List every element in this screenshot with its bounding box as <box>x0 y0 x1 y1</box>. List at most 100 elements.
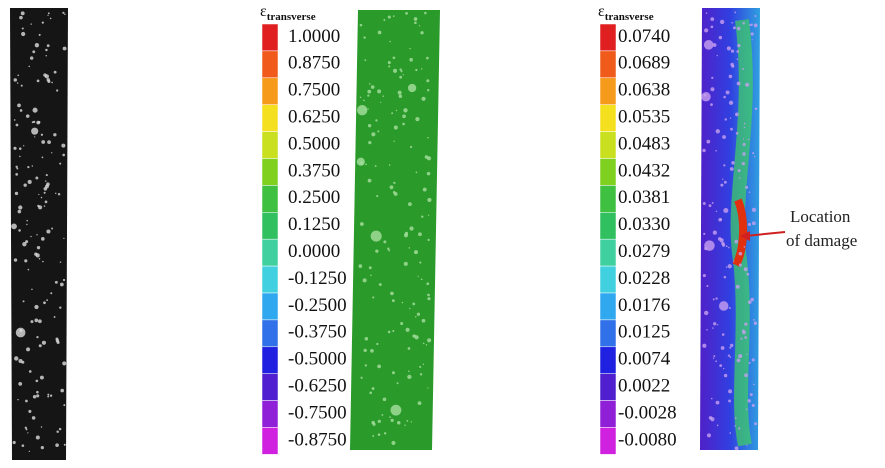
speckle <box>41 156 44 159</box>
speckle <box>31 121 34 124</box>
speckle <box>711 202 714 204</box>
speckle <box>730 343 734 347</box>
speckle <box>706 285 709 288</box>
speckle <box>18 381 23 386</box>
speckle <box>31 288 33 291</box>
speckle <box>752 319 755 321</box>
speckle <box>712 298 715 301</box>
speckle <box>381 414 384 416</box>
legend-swatch <box>599 292 617 321</box>
speckle <box>388 65 391 68</box>
speckle <box>723 275 727 279</box>
speckle <box>364 364 368 367</box>
speckle <box>34 304 39 310</box>
legend-swatch <box>599 346 617 374</box>
speckle <box>368 266 372 270</box>
speckle <box>421 215 424 218</box>
speckle <box>45 55 47 57</box>
speckle <box>14 356 19 361</box>
legend-label: 0.0535 <box>618 107 670 128</box>
speckle <box>715 149 717 152</box>
speckle <box>719 238 724 243</box>
speckle <box>734 239 739 244</box>
speckle <box>377 130 380 133</box>
speckle <box>18 205 23 210</box>
speckle <box>753 155 756 158</box>
speckle <box>735 284 740 289</box>
legend-title: εtransverse <box>598 3 654 23</box>
speckle <box>746 272 750 276</box>
speckle <box>44 74 49 79</box>
speckle <box>427 297 431 301</box>
legend-label: 0.0074 <box>618 349 671 370</box>
legend-swatch <box>261 158 279 186</box>
speckle <box>26 347 31 352</box>
speckle <box>392 56 396 60</box>
speckle <box>729 117 732 119</box>
speckle <box>359 96 362 99</box>
speckle <box>375 119 378 122</box>
legend-title: εtransverse <box>260 3 316 23</box>
speckle <box>36 335 39 339</box>
speckle <box>750 297 754 302</box>
speckle <box>31 416 36 420</box>
legend-swatch <box>261 265 279 294</box>
speckle <box>34 136 36 138</box>
speckle <box>362 278 367 283</box>
speckle <box>742 142 746 147</box>
speckle <box>40 426 43 428</box>
speckle <box>40 445 44 450</box>
speckle <box>396 421 401 425</box>
legend-label: 0.1250 <box>288 214 340 235</box>
speckle <box>712 230 717 235</box>
legend-swatch <box>261 319 279 348</box>
speckle <box>419 365 422 368</box>
speckle <box>27 166 30 169</box>
legend-label: -0.8750 <box>288 429 347 450</box>
speckle <box>13 146 17 150</box>
speckle <box>738 354 743 359</box>
speckle <box>723 164 726 167</box>
speckle <box>18 229 21 232</box>
damage-zone <box>732 198 748 267</box>
speckle <box>738 177 741 179</box>
speckle <box>41 21 44 24</box>
speckle <box>21 444 25 447</box>
speckle <box>369 391 373 395</box>
speckle <box>18 147 22 150</box>
speckle <box>422 363 425 366</box>
speckle <box>62 153 65 157</box>
speckle <box>427 338 432 343</box>
speckle <box>749 24 752 27</box>
speckle <box>59 261 62 263</box>
speckle <box>21 31 26 37</box>
speckle <box>383 19 386 22</box>
speckle <box>426 79 430 83</box>
speckle <box>363 36 366 39</box>
speckle <box>723 180 727 184</box>
speckle <box>377 364 382 369</box>
speckle <box>388 164 391 166</box>
speckle <box>751 39 753 41</box>
legend-swatch <box>599 158 617 186</box>
legend-label: 0.0228 <box>618 268 670 289</box>
speckle <box>63 404 66 407</box>
speckle <box>409 47 411 50</box>
speckle <box>25 240 29 244</box>
speckle <box>27 432 29 434</box>
speckle <box>712 357 715 359</box>
speckle <box>408 247 411 249</box>
speckle <box>390 404 402 416</box>
speckle <box>754 422 757 426</box>
speckle <box>388 249 391 252</box>
legend-swatch <box>261 238 279 267</box>
speckle <box>377 419 381 423</box>
legend-swatch <box>261 77 279 105</box>
speckle <box>62 46 67 51</box>
speckle <box>407 83 417 93</box>
speckle <box>735 131 739 135</box>
speckle <box>723 367 725 370</box>
speckle <box>754 107 758 111</box>
speckle <box>368 83 371 85</box>
legend-label: -0.0028 <box>618 402 677 423</box>
